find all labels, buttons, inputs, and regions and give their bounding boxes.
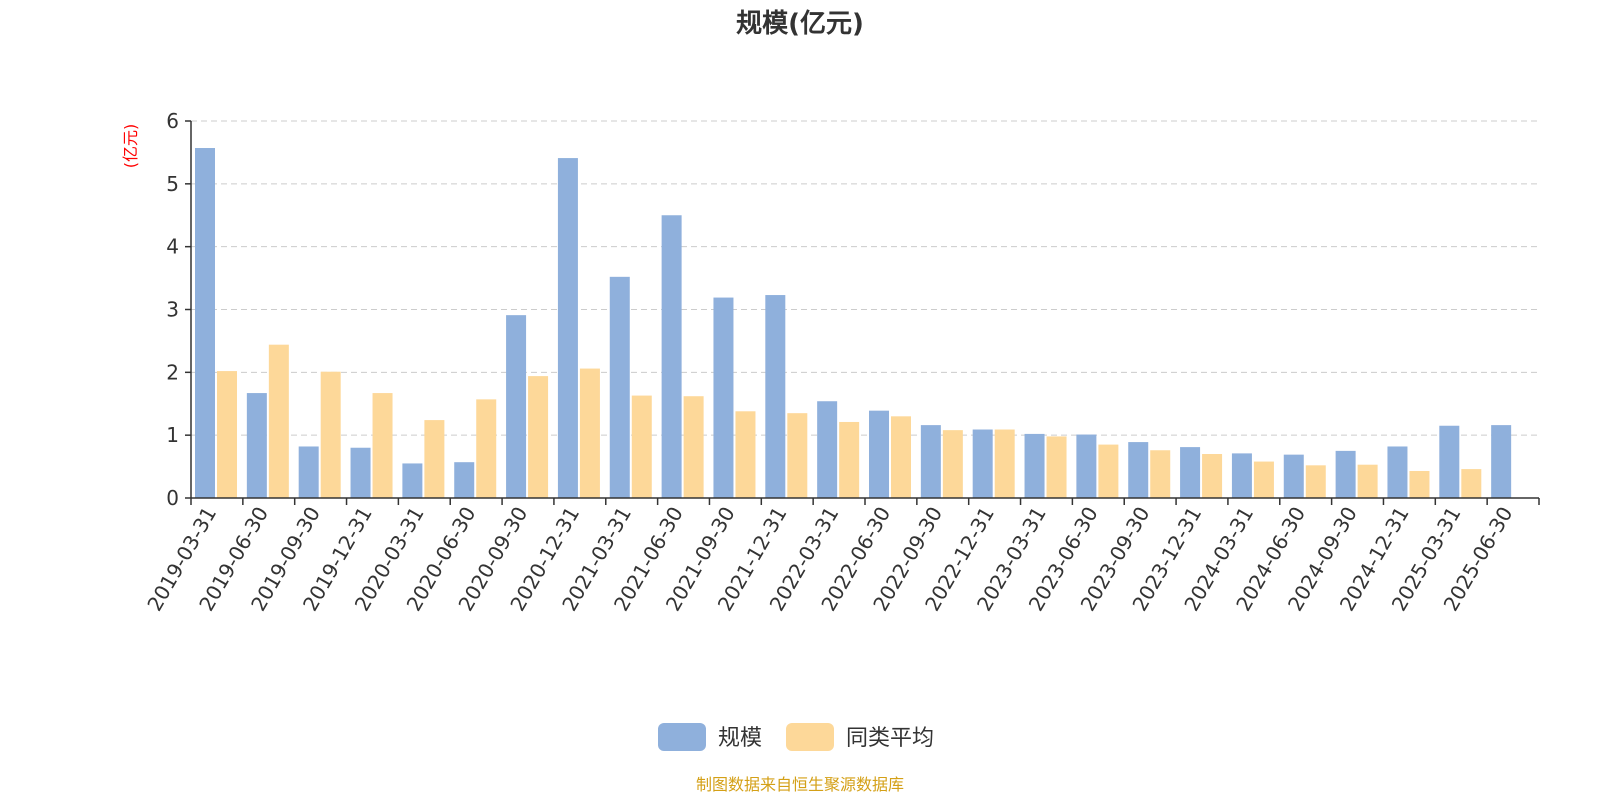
bar-category-average <box>528 376 549 498</box>
bar-category-average <box>683 396 704 498</box>
bar-scale <box>298 446 319 498</box>
chart-title: 规模(亿元) <box>736 9 864 39</box>
bar-category-average <box>942 430 963 498</box>
bar-category-average <box>320 371 341 498</box>
bar-category-average <box>994 429 1015 498</box>
legend-label-scale[interactable]: 规模 <box>718 726 762 751</box>
bar-category-average <box>631 395 652 498</box>
legend-label-category-average[interactable]: 同类平均 <box>846 726 934 751</box>
bar-scale <box>402 463 423 498</box>
bar-scale <box>1491 425 1512 498</box>
bar-category-average <box>891 416 911 498</box>
bar-category-average <box>787 413 808 498</box>
bar-scale <box>1283 454 1304 498</box>
bar-scale <box>713 297 734 498</box>
bar-category-average <box>1150 450 1171 498</box>
bar-category-average <box>839 421 860 498</box>
bar-category-average <box>1098 444 1119 498</box>
bar-scale <box>1180 447 1201 498</box>
bar-scale <box>1231 453 1252 498</box>
bar-scale <box>1335 450 1356 498</box>
bar-scale <box>1076 434 1097 498</box>
bar-scale <box>765 295 786 498</box>
data-source-note: 制图数据来自恒生聚源数据库 <box>696 775 904 794</box>
legend: 规模 同类平均 <box>658 723 934 751</box>
y-tick-label: 0 <box>166 486 179 510</box>
legend-swatch-scale[interactable] <box>658 723 706 751</box>
bar-scale <box>817 401 838 498</box>
bar-category-average <box>735 411 756 498</box>
y-axis-unit: (亿元) <box>121 124 140 169</box>
y-tick-label: 1 <box>166 423 179 447</box>
bar-scale <box>972 429 993 498</box>
bar-category-average <box>579 368 600 498</box>
y-tick-label: 6 <box>166 109 179 133</box>
bar-category-average <box>217 371 237 498</box>
legend-swatch-category-average[interactable] <box>786 723 834 751</box>
y-tick-label: 2 <box>166 360 179 384</box>
x-axis: 2019-03-312019-06-302019-09-302019-12-31… <box>142 497 1540 615</box>
bar-category-average <box>372 393 393 498</box>
bar-category-average <box>1202 454 1223 498</box>
bars <box>195 148 1512 499</box>
bar-scale <box>454 462 475 498</box>
bar-scale <box>869 410 889 498</box>
bar-category-average <box>1357 464 1378 498</box>
bar-scale <box>1128 442 1149 498</box>
bar-scale <box>661 215 682 498</box>
bar-category-average <box>268 344 289 498</box>
bar-scale <box>350 447 371 498</box>
bar-scale <box>195 148 215 499</box>
y-tick-label: 3 <box>166 298 179 322</box>
bar-category-average <box>1046 436 1067 498</box>
bar-scale <box>1439 425 1460 498</box>
gridlines <box>191 120 1540 436</box>
bar-scale <box>1387 446 1408 498</box>
bar-scale <box>920 425 941 498</box>
bar-category-average <box>424 420 445 498</box>
y-axis-unit-group: (亿元) <box>121 124 140 169</box>
bar-scale <box>557 158 578 499</box>
bar-category-average <box>1305 465 1326 498</box>
bar-category-average <box>1409 470 1430 498</box>
bar-category-average <box>476 399 497 498</box>
bar-scale <box>1024 433 1045 498</box>
y-axis: 0 1 2 3 4 5 6 <box>166 109 192 510</box>
y-tick-label: 4 <box>166 235 179 259</box>
bar-category-average <box>1461 469 1482 498</box>
bar-scale <box>506 315 527 498</box>
bar-category-average <box>1253 461 1274 498</box>
bar-scale <box>609 276 630 498</box>
bar-scale <box>246 393 267 498</box>
y-tick-label: 5 <box>166 172 179 196</box>
